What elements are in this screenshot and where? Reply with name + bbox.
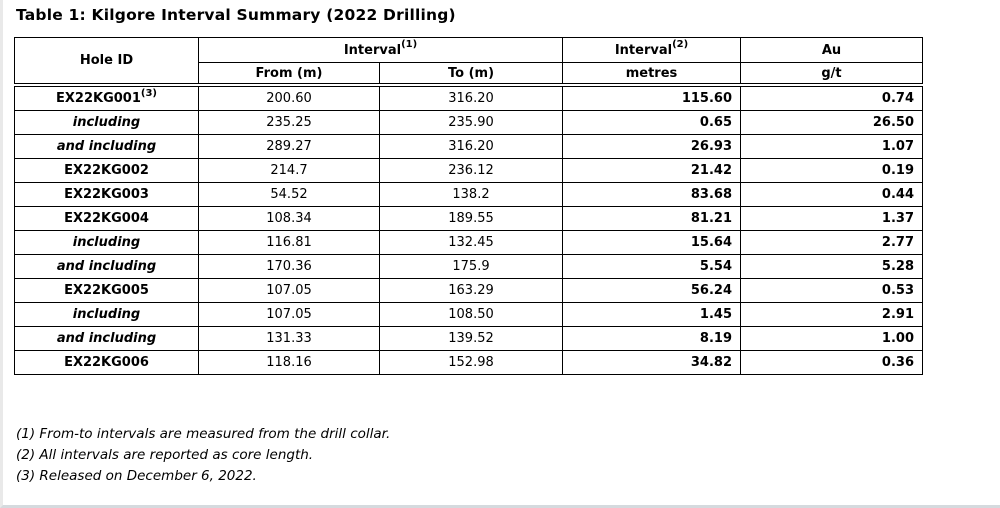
au-cell: 0.53 (740, 278, 923, 303)
from-cell: 107.05 (198, 302, 380, 327)
table-row: and including 131.33 139.52 8.19 1.00 (14, 326, 923, 351)
au-cell: 2.77 (740, 230, 923, 255)
au-cell: 5.28 (740, 254, 923, 279)
to-cell: 139.52 (379, 326, 563, 351)
to-cell: 152.98 (379, 350, 563, 375)
table-row: including 235.25 235.90 0.65 26.50 (14, 110, 923, 135)
to-cell: 235.90 (379, 110, 563, 135)
footnote-3: (3) Released on December 6, 2022. (16, 468, 257, 484)
table-row: EX22KG001(3) 200.60 316.20 115.60 0.74 (14, 86, 923, 111)
col-header-to: To (m) (378, 62, 564, 84)
to-cell: 236.12 (379, 158, 563, 183)
au-cell: 2.91 (740, 302, 923, 327)
col-header-hole-id: Hole ID (14, 37, 199, 84)
metres-cell: 15.64 (562, 230, 741, 255)
col-header-interval1: Interval(1) (197, 37, 564, 63)
col-header-au: Au (740, 37, 924, 63)
table-row: and including 170.36 175.9 5.54 5.28 (14, 254, 923, 279)
to-cell: 138.2 (379, 182, 563, 207)
interval-summary-table: Hole ID Interval(1) Interval(2) Au From … (14, 37, 924, 375)
metres-cell: 0.65 (562, 110, 741, 135)
interval2-footnote-ref: (2) (672, 39, 689, 51)
hole-footnote-ref: (3) (140, 87, 157, 99)
to-cell: 175.9 (379, 254, 563, 279)
hole-id-cell: and including (14, 134, 199, 159)
metres-cell: 81.21 (562, 206, 741, 231)
hole-id-text: EX22KG001 (56, 91, 141, 106)
page-title: Table 1: Kilgore Interval Summary (2022 … (16, 6, 456, 24)
to-cell: 316.20 (379, 134, 563, 159)
col-header-gt: g/t (740, 62, 924, 84)
table-body: EX22KG001(3) 200.60 316.20 115.60 0.74 i… (14, 86, 923, 375)
au-cell: 1.07 (740, 134, 923, 159)
to-cell: 189.55 (379, 206, 563, 231)
metres-cell: 26.93 (562, 134, 741, 159)
au-cell: 1.00 (740, 326, 923, 351)
table-row: including 107.05 108.50 1.45 2.91 (14, 302, 923, 327)
table-row: EX22KG006 118.16 152.98 34.82 0.36 (14, 350, 923, 375)
hole-id-cell: including (14, 110, 199, 135)
from-cell: 108.34 (198, 206, 380, 231)
hole-id-cell: EX22KG002 (14, 158, 199, 183)
interval1-label: Interval (343, 42, 402, 58)
au-cell: 1.37 (740, 206, 923, 231)
from-cell: 214.7 (198, 158, 380, 183)
from-cell: 116.81 (198, 230, 380, 255)
metres-cell: 83.68 (562, 182, 741, 207)
content-area: Table 1: Kilgore Interval Summary (2022 … (3, 0, 1000, 487)
table-row: EX22KG004 108.34 189.55 81.21 1.37 (14, 206, 923, 231)
hole-id-cell: and including (14, 254, 199, 279)
from-cell: 170.36 (198, 254, 380, 279)
interval2-label: Interval (614, 42, 673, 58)
au-cell: 0.74 (740, 86, 923, 111)
from-cell: 289.27 (198, 134, 380, 159)
footnote-1: (1) From-to intervals are measured from … (16, 426, 391, 442)
to-cell: 108.50 (379, 302, 563, 327)
metres-cell: 115.60 (562, 86, 741, 111)
from-cell: 200.60 (198, 86, 380, 111)
metres-cell: 34.82 (562, 350, 741, 375)
au-cell: 0.19 (740, 158, 923, 183)
table-row: EX22KG005 107.05 163.29 56.24 0.53 (14, 278, 923, 303)
au-cell: 26.50 (740, 110, 923, 135)
metres-cell: 5.54 (562, 254, 741, 279)
to-cell: 163.29 (379, 278, 563, 303)
table-row: and including 289.27 316.20 26.93 1.07 (14, 134, 923, 159)
footnote-2: (2) All intervals are reported as core l… (16, 447, 314, 463)
table-row: including 116.81 132.45 15.64 2.77 (14, 230, 923, 255)
from-cell: 235.25 (198, 110, 380, 135)
metres-cell: 21.42 (562, 158, 741, 183)
hole-id-cell: EX22KG003 (14, 182, 199, 207)
au-cell: 0.44 (740, 182, 923, 207)
table-row: EX22KG003 54.52 138.2 83.68 0.44 (14, 182, 923, 207)
interval1-footnote-ref: (1) (401, 39, 418, 51)
table-row: EX22KG002 214.7 236.12 21.42 0.19 (14, 158, 923, 183)
col-header-metres: metres (562, 62, 742, 84)
hole-id-cell: EX22KG001(3) (14, 86, 199, 111)
hole-id-cell: including (14, 302, 199, 327)
metres-cell: 1.45 (562, 302, 741, 327)
from-cell: 107.05 (198, 278, 380, 303)
hole-id-cell: EX22KG005 (14, 278, 199, 303)
col-header-interval2: Interval(2) (562, 37, 742, 63)
to-cell: 132.45 (379, 230, 563, 255)
col-header-from: From (m) (198, 62, 380, 84)
metres-cell: 8.19 (562, 326, 741, 351)
from-cell: 131.33 (198, 326, 380, 351)
from-cell: 54.52 (198, 182, 380, 207)
metres-cell: 56.24 (562, 278, 741, 303)
footnotes: (1) From-to intervals are measured from … (16, 424, 1000, 487)
to-cell: 316.20 (379, 86, 563, 111)
from-cell: 118.16 (198, 350, 380, 375)
au-cell: 0.36 (740, 350, 923, 375)
hole-id-cell: and including (14, 326, 199, 351)
hole-id-cell: EX22KG006 (14, 350, 199, 375)
hole-id-cell: including (14, 230, 199, 255)
table-header: Hole ID Interval(1) Interval(2) Au From … (14, 37, 924, 84)
hole-id-cell: EX22KG004 (14, 206, 199, 231)
